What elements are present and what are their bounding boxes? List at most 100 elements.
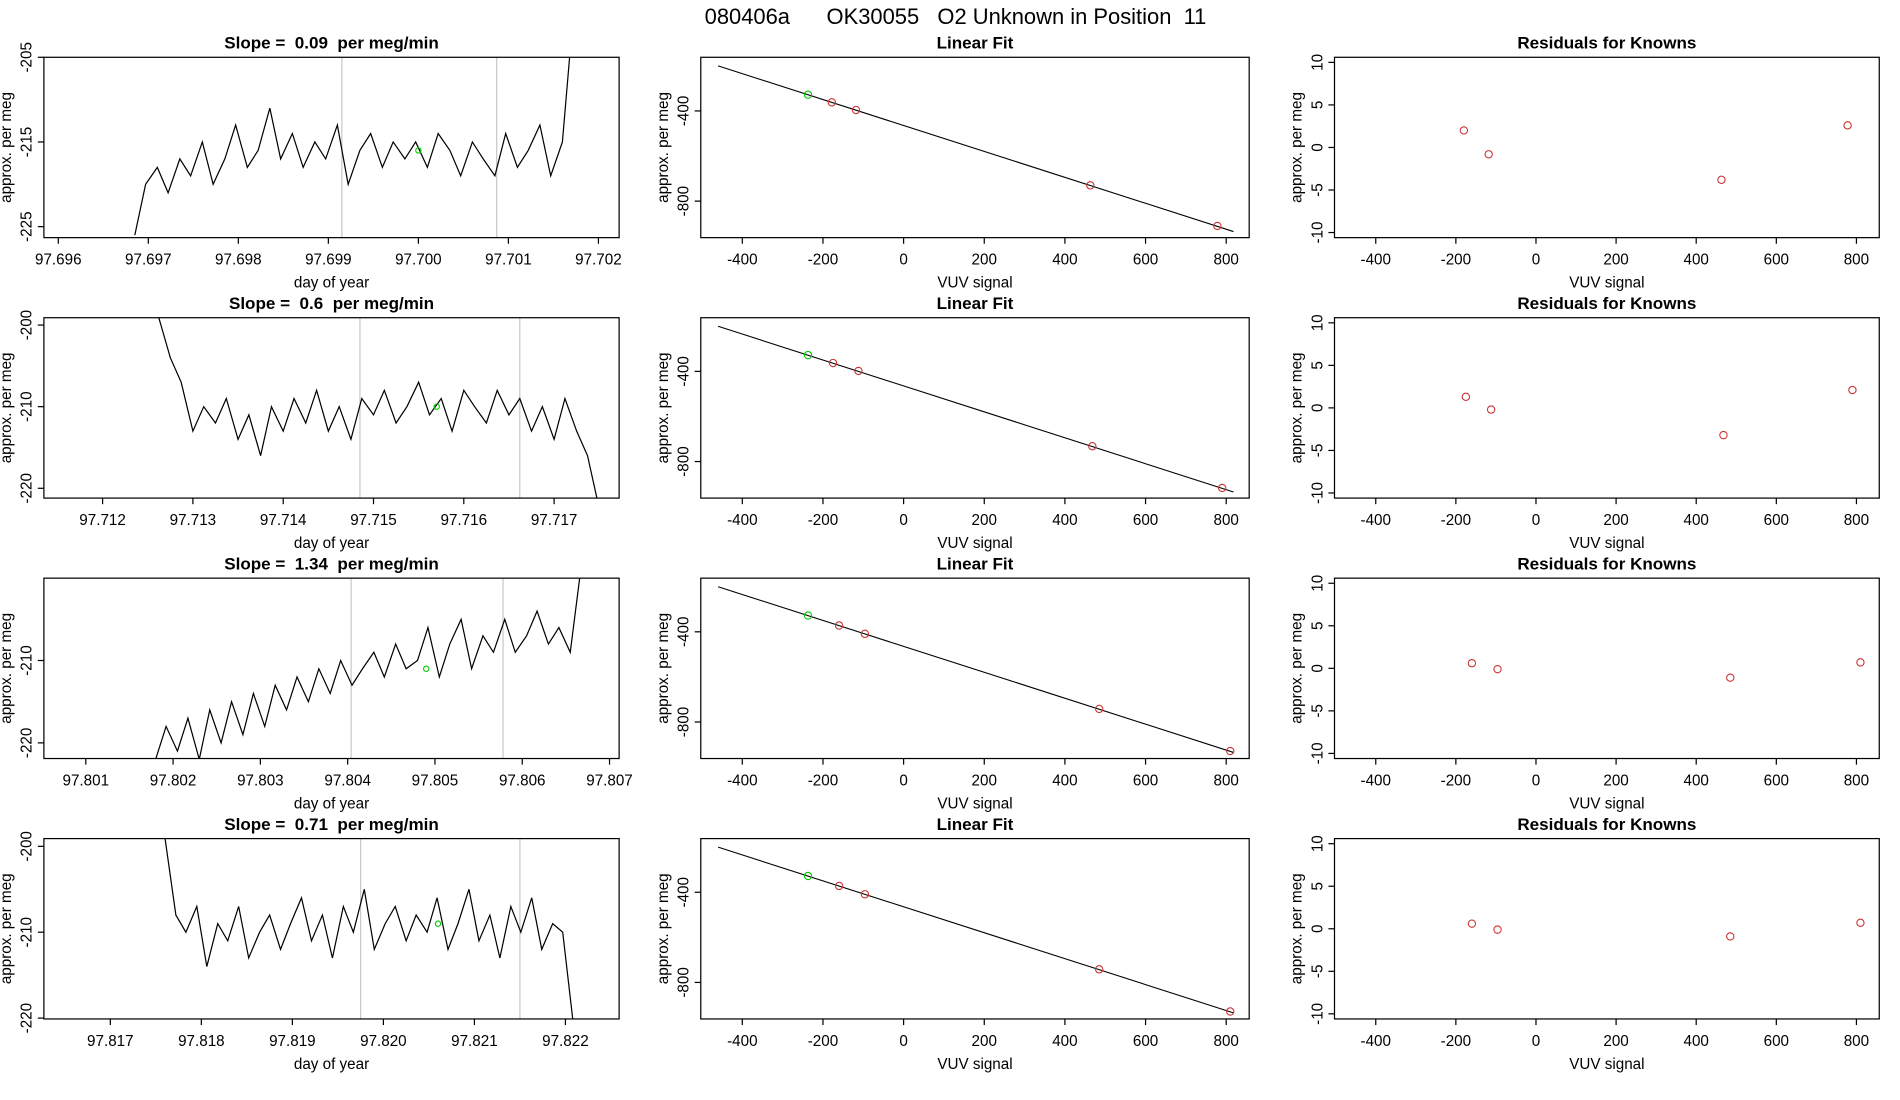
plot-frame [43, 317, 620, 499]
x-tick-label: 600 [1133, 251, 1158, 268]
point [1726, 932, 1735, 941]
y-axis-label: approx. per meg [0, 352, 15, 463]
plot-frame [700, 577, 1250, 760]
y-tick-label: -200 [19, 831, 36, 861]
y-axis-label: approx. per meg [0, 873, 15, 984]
y-tick-label: -800 [676, 446, 693, 476]
panel-title: Residuals for Knowns [1517, 34, 1696, 53]
point [1467, 919, 1477, 928]
plot-frame [43, 577, 620, 760]
plot-area [717, 325, 1234, 493]
x-tick-label: 0 [1532, 251, 1540, 268]
plot-frame [700, 837, 1250, 1020]
x-tick-label: 97.714 [260, 512, 307, 529]
panel-title: Slope = 0.09 per meg/min [224, 34, 439, 53]
x-tick-label: 400 [1684, 772, 1709, 789]
panel-title: Slope = 1.34 per meg/min [224, 555, 439, 574]
plot-area [164, 838, 574, 1019]
y-axis-label: approx. per meg [0, 613, 15, 724]
panel-title: Residuals for Knowns [1517, 294, 1696, 313]
x-tick-label: 200 [1603, 251, 1628, 268]
plot-area [717, 65, 1234, 233]
x-tick-label: 800 [1214, 772, 1239, 789]
point [1088, 442, 1097, 451]
x-tick-label: 800 [1214, 512, 1239, 529]
x-axis-label: VUV signal [937, 1056, 1012, 1073]
panel: Slope = 1.34 per meg/min day of year appro… [0, 555, 633, 813]
plot-area [1467, 658, 1865, 682]
main-title: 080406a OK30055 O2 Unknown in Position 1… [705, 4, 1207, 29]
series-line [164, 838, 574, 1019]
y-tick-label: 10 [1309, 575, 1326, 592]
plot-area [134, 57, 571, 238]
series-line [158, 317, 598, 499]
y-tick-label: -225 [19, 211, 36, 241]
x-tick-label: 200 [972, 1033, 997, 1050]
panel-title: Residuals for Knowns [1517, 815, 1696, 834]
x-tick-label: -200 [808, 251, 838, 268]
x-tick-label: 200 [1603, 772, 1628, 789]
y-tick-label: 5 [1309, 882, 1326, 890]
point [1726, 673, 1735, 682]
point [1094, 965, 1104, 974]
x-tick-label: 97.802 [150, 772, 197, 789]
x-tick-label: 200 [972, 251, 997, 268]
y-tick-label: -210 [19, 645, 36, 675]
x-tick-label: 600 [1133, 512, 1158, 529]
y-tick-label: -200 [19, 310, 36, 340]
x-tick-label: -400 [1361, 251, 1391, 268]
x-tick-label: 97.820 [360, 1033, 407, 1050]
x-axis-label: day of year [294, 275, 369, 292]
y-tick-label: -400 [676, 96, 693, 126]
x-tick-label: 0 [899, 512, 907, 529]
point [1484, 150, 1493, 159]
x-tick-label: 200 [972, 512, 997, 529]
y-axis-label: approx. per meg [655, 92, 672, 203]
point [434, 920, 442, 927]
y-tick-label: -210 [19, 917, 36, 947]
y-tick-label: -5 [1309, 965, 1326, 979]
fit-line [717, 65, 1234, 233]
x-tick-label: 800 [1214, 1033, 1239, 1050]
y-tick-label: -10 [1309, 482, 1326, 504]
point [1493, 925, 1502, 934]
x-tick-label: 97.818 [178, 1033, 225, 1050]
x-axis-label: day of year [294, 795, 369, 812]
x-tick-label: 600 [1133, 1033, 1158, 1050]
point [834, 881, 844, 891]
panel-title: Residuals for Knowns [1517, 555, 1696, 574]
fit-line [717, 325, 1234, 493]
x-tick-label: -400 [1361, 1033, 1391, 1050]
point [422, 665, 430, 672]
x-tick-label: 200 [1603, 1033, 1628, 1050]
panel: Slope = 0.71 per meg/min day of year appro… [0, 815, 620, 1073]
x-tick-label: 97.701 [485, 251, 532, 268]
y-tick-label: -10 [1309, 222, 1326, 244]
x-tick-label: 400 [1052, 512, 1077, 529]
plot-frame [1333, 56, 1880, 239]
x-tick-label: 800 [1214, 251, 1239, 268]
x-tick-label: 97.817 [87, 1033, 134, 1050]
point [1848, 385, 1857, 395]
point [1086, 181, 1095, 190]
panel: Residuals for Knowns VUV signal approx. pe… [1289, 34, 1880, 292]
x-tick-label: 400 [1684, 251, 1709, 268]
point [415, 147, 422, 154]
x-tick-label: -400 [1361, 512, 1391, 529]
point [1226, 746, 1235, 756]
x-tick-label: -400 [1361, 772, 1391, 789]
x-tick-label: 97.698 [215, 251, 262, 268]
x-tick-label: 97.819 [269, 1033, 316, 1050]
plot-area [717, 846, 1235, 1016]
series-line [134, 57, 571, 236]
plot-frame [1333, 317, 1880, 499]
y-tick-label: 0 [1309, 404, 1326, 412]
point [1486, 405, 1496, 414]
y-tick-label: -220 [19, 473, 36, 503]
x-tick-label: 0 [1532, 772, 1540, 789]
y-tick-label: -220 [19, 728, 36, 758]
plot-frame [43, 56, 620, 239]
